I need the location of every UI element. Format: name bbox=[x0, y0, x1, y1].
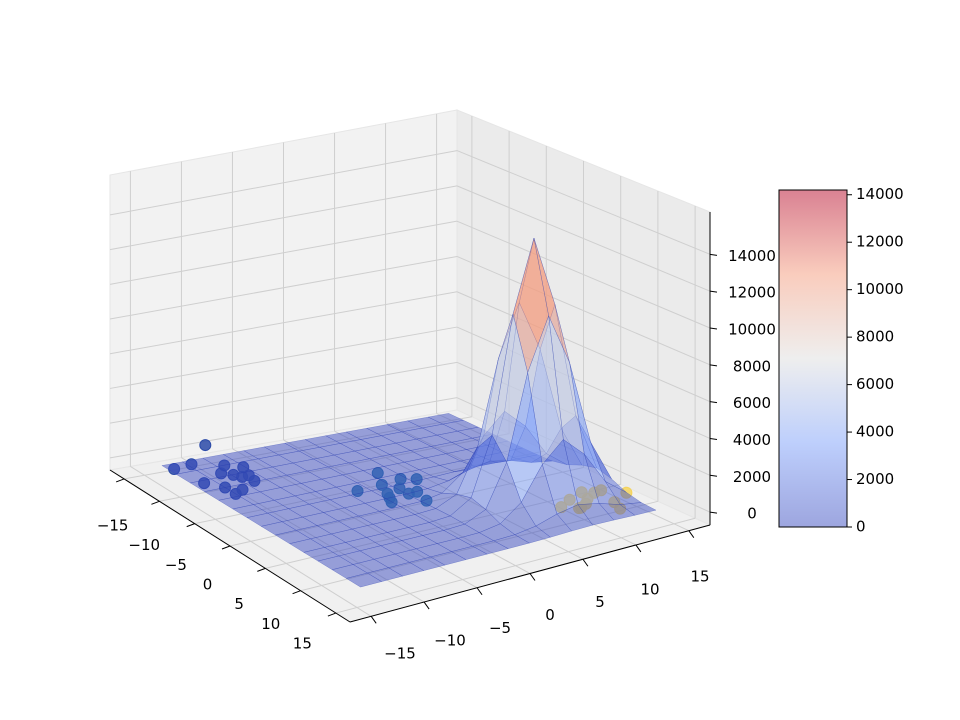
grid-line bbox=[109, 150, 458, 216]
y-tick-label: 5 bbox=[595, 593, 605, 611]
grid-line bbox=[109, 291, 458, 355]
x-tick bbox=[292, 590, 301, 595]
grid-line bbox=[109, 255, 458, 320]
colorbar-tick-label: 14000 bbox=[856, 185, 904, 203]
grid-line bbox=[456, 326, 711, 439]
y-tick bbox=[635, 544, 642, 553]
surface-patch bbox=[619, 502, 657, 516]
colorbar-tick-label: 8000 bbox=[856, 328, 894, 346]
x-tick-label: −10 bbox=[128, 536, 160, 554]
x-tick-label: 15 bbox=[293, 635, 312, 653]
colorbar-tick-label: 10000 bbox=[856, 280, 904, 298]
surface-patch bbox=[345, 572, 383, 588]
z-tick bbox=[709, 364, 718, 367]
colorbar-tick-label: 6000 bbox=[856, 375, 894, 393]
y-tick-label: −5 bbox=[489, 619, 511, 637]
y-tick bbox=[688, 530, 695, 538]
x-tick-label: 0 bbox=[203, 576, 213, 594]
grid-line bbox=[130, 466, 372, 617]
grid-line bbox=[109, 326, 458, 389]
z-tick-label: 10000 bbox=[728, 320, 776, 338]
grid-line bbox=[456, 185, 711, 292]
grid-line bbox=[456, 150, 711, 255]
z-tick bbox=[709, 474, 718, 477]
y-tick bbox=[476, 587, 483, 596]
x-tick bbox=[257, 567, 266, 572]
z-tick bbox=[709, 327, 718, 330]
y-tick bbox=[529, 573, 536, 581]
y-tick-label: 15 bbox=[690, 568, 709, 586]
z-tick-label: 4000 bbox=[733, 431, 771, 449]
grid-line bbox=[109, 397, 458, 459]
grid-line bbox=[456, 256, 711, 366]
y-tick-label: 10 bbox=[640, 580, 659, 598]
colorbar-gradient bbox=[778, 189, 848, 528]
scatter-point bbox=[199, 439, 212, 452]
y-tick bbox=[370, 616, 377, 624]
z-tick bbox=[709, 290, 718, 293]
y-tick-label: 0 bbox=[545, 606, 555, 624]
y-tick bbox=[423, 601, 430, 610]
surface-patch bbox=[556, 504, 594, 532]
z-tick-label: 14000 bbox=[728, 247, 776, 265]
z-tick-label: 8000 bbox=[733, 357, 771, 375]
z-tick bbox=[709, 511, 718, 514]
x-tick bbox=[327, 612, 337, 617]
x-tick bbox=[115, 478, 125, 483]
y-tick-label: −15 bbox=[384, 644, 416, 662]
surface-patch bbox=[408, 556, 446, 571]
z-tick-label: 2000 bbox=[733, 468, 771, 486]
x-tick bbox=[186, 523, 195, 528]
x-tick bbox=[221, 545, 231, 550]
surface-patch bbox=[577, 503, 615, 526]
y-tick-label: −10 bbox=[434, 632, 466, 650]
grid-line bbox=[109, 185, 458, 251]
surface-patch bbox=[514, 525, 552, 544]
z-tick bbox=[709, 401, 718, 404]
surface-patch bbox=[472, 540, 509, 555]
z-tick-label: 12000 bbox=[728, 284, 776, 302]
colorbar-tick-label: 0 bbox=[856, 518, 866, 536]
colorbar-tick-label: 12000 bbox=[856, 233, 904, 251]
colorbar-tick-label: 4000 bbox=[856, 423, 894, 441]
z-tick-label: 6000 bbox=[733, 394, 771, 412]
z-tick-label: 0 bbox=[747, 505, 757, 523]
colorbar-tick-label: 2000 bbox=[856, 470, 894, 488]
z-tick bbox=[709, 253, 718, 256]
x-tick bbox=[151, 500, 160, 505]
x-tick-label: −15 bbox=[97, 516, 129, 534]
z-tick bbox=[709, 437, 718, 440]
y-tick bbox=[582, 558, 589, 567]
grid-line bbox=[109, 220, 458, 285]
grid-line bbox=[456, 220, 711, 329]
x-tick-label: 5 bbox=[234, 595, 244, 613]
grid-line bbox=[456, 291, 711, 403]
x-tick-label: −5 bbox=[165, 556, 187, 574]
grid-line bbox=[109, 361, 458, 424]
x-tick-label: 10 bbox=[261, 615, 280, 633]
